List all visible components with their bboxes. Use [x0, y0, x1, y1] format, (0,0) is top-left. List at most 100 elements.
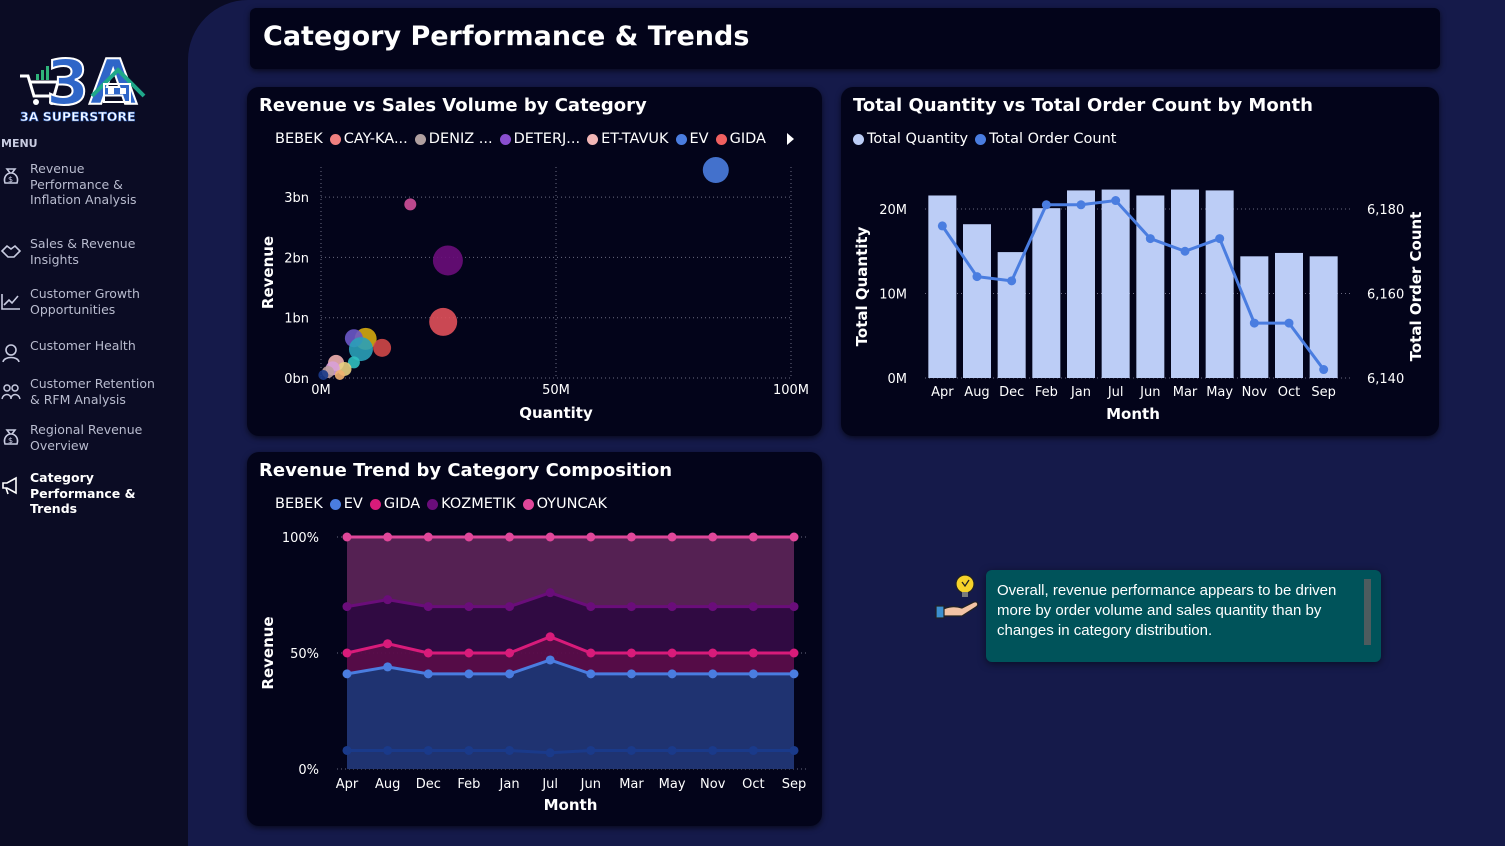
- y2-tick-label: 6,160: [1367, 288, 1404, 303]
- nav-label: Customer Growth Opportunities: [30, 286, 140, 317]
- area-band: [347, 659, 794, 753]
- area-legend[interactable]: BEBEK EV GIDA KOZMETIK OYUNCAK: [275, 496, 614, 512]
- x-tick-label: Oct: [742, 777, 764, 792]
- series-point: [423, 669, 433, 679]
- nav-sales-revenue-insights[interactable]: Sales & Revenue Insights: [0, 236, 180, 267]
- legend-item[interactable]: BEBEK: [275, 496, 323, 512]
- line-point: [1319, 365, 1329, 375]
- x-axis-label: Month: [544, 796, 598, 814]
- y-tick-label: 2bn: [284, 251, 309, 266]
- nav-revenue-performance[interactable]: $ Revenue Performance & Inflation Analys…: [0, 161, 180, 208]
- legend-item[interactable]: EV: [675, 131, 709, 147]
- scatter-plot[interactable]: 0bn 1bn 2bn 3bn 0M 50M 100M Quantity Revenue: [247, 87, 822, 436]
- legend-swatch: [853, 133, 864, 145]
- money-bag-icon: $: [3, 168, 19, 184]
- x-tick-label: Feb: [457, 777, 480, 792]
- legend-item[interactable]: Total Order Count: [975, 131, 1117, 147]
- legend-item[interactable]: BEBEK: [275, 131, 323, 147]
- y-tick-label: 0bn: [284, 372, 309, 387]
- x-tick-label: Jul: [1107, 385, 1124, 400]
- legend-swatch: [499, 133, 511, 145]
- series-point: [342, 532, 352, 542]
- legend-label: EV: [689, 131, 709, 147]
- nav-customer-growth[interactable]: Customer Growth Opportunities: [0, 286, 180, 317]
- scatter-point: [432, 245, 463, 276]
- y-tick-label: 10M: [879, 288, 907, 303]
- line-point: [1249, 318, 1259, 328]
- x-tick-label: Aug: [375, 777, 400, 792]
- nav-label: Revenue Performance & Inflation Analysis: [30, 161, 137, 207]
- line-point: [1180, 246, 1190, 256]
- series-point: [342, 745, 352, 755]
- legend-label: DENIZ ...: [428, 131, 493, 147]
- series-point: [708, 648, 718, 658]
- legend-item[interactable]: GIDA: [715, 131, 766, 147]
- nav-customer-retention[interactable]: Customer Retention & RFM Analysis: [0, 376, 180, 407]
- bar: [1205, 190, 1234, 378]
- legend-label: DETERJ...: [513, 131, 581, 147]
- y2-tick-label: 6,180: [1367, 203, 1404, 218]
- legend-label: BEBEK: [275, 496, 323, 512]
- nav-label: Sales & Revenue Insights: [30, 236, 136, 267]
- y-axis-label: Total Quantity: [853, 226, 871, 346]
- area-title: Revenue Trend by Category Composition: [259, 460, 673, 481]
- x-tick-label: Dec: [999, 385, 1024, 400]
- series-point: [626, 745, 636, 755]
- bar: [1240, 256, 1269, 378]
- house-icon: [90, 67, 146, 103]
- scatter-point: [373, 338, 392, 357]
- legend-label: Total Order Count: [989, 131, 1117, 147]
- legend-item[interactable]: GIDA: [369, 496, 420, 512]
- legend-item[interactable]: OYUNCAK: [522, 496, 607, 512]
- scatter-legend[interactable]: BEBEK CAY-KA... DENIZ ... DETERJ... ET-TAVUK…: [275, 131, 773, 147]
- x-tick-label: Sep: [782, 777, 807, 792]
- y-tick-label: 50%: [290, 647, 319, 662]
- series-point: [708, 669, 718, 679]
- series-point: [667, 532, 677, 542]
- insight-scrollbar[interactable]: [1364, 579, 1371, 645]
- series-point: [708, 745, 718, 755]
- legend-item[interactable]: CAY-KA...: [329, 131, 408, 147]
- y-tick-label: 100%: [282, 531, 319, 546]
- legend-item[interactable]: DENIZ ...: [414, 131, 493, 147]
- order-count-line: [941, 198, 1325, 371]
- series-point: [626, 532, 636, 542]
- series-point: [505, 602, 515, 612]
- legend-item[interactable]: Total Quantity: [853, 131, 968, 147]
- legend-item[interactable]: EV: [329, 496, 363, 512]
- nav-regional-revenue[interactable]: $ Regional Revenue Overview: [0, 422, 180, 453]
- combo-legend[interactable]: Total Quantity Total Order Count: [853, 131, 1124, 147]
- nav-label: Category Performance & Trends: [30, 470, 136, 516]
- nav-customer-health[interactable]: Customer Health: [0, 338, 180, 364]
- legend-item[interactable]: KOZMETIK: [427, 496, 516, 512]
- x-tick-label: Jan: [1070, 385, 1091, 400]
- nav-category-performance[interactable]: Category Performance & Trends: [0, 470, 180, 517]
- x-tick-label: Feb: [1035, 385, 1058, 400]
- legend-next-arrow[interactable]: [787, 133, 794, 145]
- x-tick-label: Oct: [1278, 385, 1300, 400]
- series-point: [423, 648, 433, 658]
- legend-swatch: [975, 133, 987, 145]
- svg-text:$: $: [8, 175, 13, 184]
- legend-item[interactable]: ET-TAVUK: [587, 131, 669, 147]
- series-point: [464, 745, 474, 755]
- money-bag-icon: $: [3, 429, 19, 445]
- legend-label: ET-TAVUK: [601, 131, 669, 147]
- brand-logo[interactable]: 3A 3A SUPERSTORE: [16, 40, 148, 126]
- line-point: [1007, 276, 1017, 286]
- legend-label: KOZMETIK: [441, 496, 516, 512]
- series-line: [346, 658, 794, 676]
- bar: [963, 224, 991, 378]
- bar: [997, 252, 1026, 378]
- sidebar: 3A 3A SUPERSTORE MENU $ Revenue Performa…: [0, 0, 190, 846]
- x-tick-label: Jan: [499, 777, 520, 792]
- x-tick-label: Nov: [1242, 385, 1268, 400]
- scatter-point: [348, 337, 373, 362]
- y-tick-label: 20M: [879, 203, 907, 218]
- legend-item[interactable]: DETERJ...: [499, 131, 581, 147]
- series-point: [342, 602, 352, 612]
- area-chart[interactable]: 0% 50% 100% Apr Aug Dec Feb Jan Jul Jun Mar May Nov O…: [247, 452, 822, 826]
- x-tick-label: 50M: [542, 383, 570, 398]
- series-point: [586, 602, 596, 612]
- combo-chart[interactable]: 0M 10M 20M 6,140 6,160 6,180 Apr Aug Dec Feb Jan Ju…: [841, 87, 1439, 436]
